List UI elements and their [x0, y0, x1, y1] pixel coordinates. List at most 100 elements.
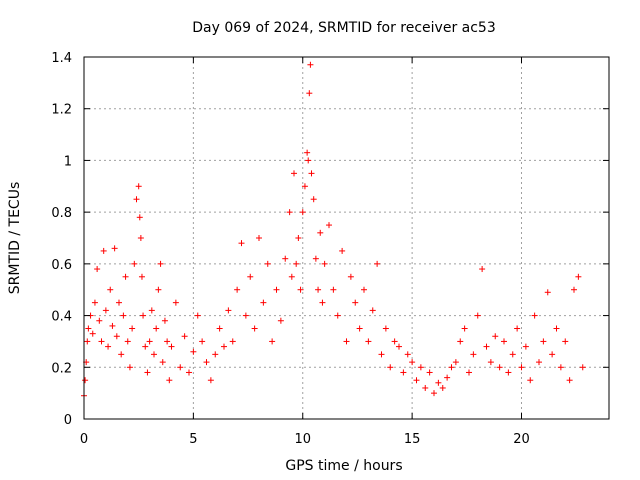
y-tick-label: 0.2: [51, 361, 72, 376]
data-point: [509, 351, 516, 358]
data-point: [492, 333, 499, 340]
data-point: [378, 351, 385, 358]
data-point: [148, 307, 155, 314]
data-point: [172, 299, 179, 306]
data-point: [505, 369, 512, 376]
data-point: [291, 170, 297, 177]
data-point: [452, 359, 459, 366]
data-point: [391, 338, 398, 345]
data-point: [129, 325, 136, 332]
data-point: [161, 317, 168, 324]
data-point: [133, 196, 140, 203]
data-point: [553, 325, 560, 332]
data-point: [304, 149, 311, 156]
data-point: [426, 369, 433, 376]
data-point: [157, 260, 164, 267]
data-point: [501, 338, 507, 345]
data-point: [448, 364, 455, 371]
y-tick-label: 1.4: [51, 51, 72, 66]
data-point: [531, 312, 538, 319]
data-point: [293, 260, 300, 267]
y-tick-labels: 0 0.2 0.4 0.6 0.8 1 1.2 1.4: [51, 51, 72, 428]
data-point: [159, 359, 166, 366]
chart-title: Day 069 of 2024, SRMTID for receiver ac5…: [192, 20, 496, 36]
data-point: [256, 235, 262, 241]
data-point: [557, 364, 564, 371]
x-tick-label: 20: [513, 432, 530, 447]
y-tick-label: 0.6: [51, 258, 72, 273]
data-point: [120, 312, 127, 319]
y-tick-label: 1: [64, 154, 72, 169]
data-point: [566, 377, 573, 384]
data-point: [308, 170, 315, 177]
data-point: [84, 338, 91, 345]
data-point: [207, 377, 214, 384]
data-point: [549, 351, 556, 358]
data-point: [334, 312, 341, 319]
data-point: [365, 338, 372, 345]
data-point: [98, 338, 105, 345]
y-tick-label: 0: [64, 413, 72, 428]
data-point: [282, 255, 289, 262]
data-point: [96, 317, 103, 324]
data-point: [269, 338, 276, 345]
data-point: [155, 286, 162, 293]
data-point: [142, 343, 149, 350]
data-point: [479, 266, 486, 273]
data-point: [352, 299, 359, 306]
data-point: [356, 325, 363, 332]
data-point: [116, 299, 122, 306]
data-point: [164, 338, 171, 345]
data-point: [122, 273, 129, 280]
plot-frame: [83, 56, 610, 420]
data-point: [299, 209, 306, 216]
data-point: [113, 333, 120, 340]
data-point: [286, 209, 293, 216]
x-axis-label: GPS time / hours: [285, 458, 402, 474]
data-point: [111, 245, 118, 252]
data-point: [343, 338, 350, 345]
data-point: [382, 325, 389, 332]
data-point: [396, 343, 402, 350]
data-point: [107, 286, 114, 293]
data-point: [144, 369, 151, 376]
data-point: [307, 61, 314, 68]
x-tick-labels: 0 5 10 15 20: [80, 432, 530, 447]
y-axis-label: SRMTID / TECUs: [7, 182, 23, 295]
data-point: [216, 325, 223, 332]
data-point: [474, 312, 481, 319]
data-point: [544, 289, 551, 296]
data-point: [483, 343, 490, 350]
data-point: [273, 286, 280, 293]
data-point: [124, 338, 131, 345]
x-tick-label: 0: [80, 432, 88, 447]
data-point: [251, 325, 258, 332]
data-point: [319, 299, 326, 306]
data-point: [312, 255, 319, 262]
data-point: [221, 343, 227, 350]
data-point: [496, 364, 503, 371]
data-point: [136, 214, 143, 221]
data-point: [138, 273, 145, 280]
data-point: [260, 299, 267, 306]
data-point: [301, 183, 308, 190]
data-point: [347, 273, 354, 280]
data-point: [413, 377, 420, 384]
data-point: [305, 157, 312, 164]
data-point: [242, 312, 249, 319]
data-point: [203, 359, 210, 366]
data-point: [146, 338, 153, 345]
data-point: [295, 235, 302, 241]
data-point: [186, 369, 192, 376]
data-point: [166, 377, 173, 384]
data-point: [153, 325, 160, 332]
data-point: [321, 260, 328, 267]
data-point: [527, 377, 534, 384]
data-point: [435, 379, 442, 386]
data-point: [562, 338, 569, 345]
data-point: [137, 235, 144, 241]
data-point: [439, 384, 446, 391]
data-point: [177, 364, 184, 371]
data-point: [194, 312, 201, 319]
